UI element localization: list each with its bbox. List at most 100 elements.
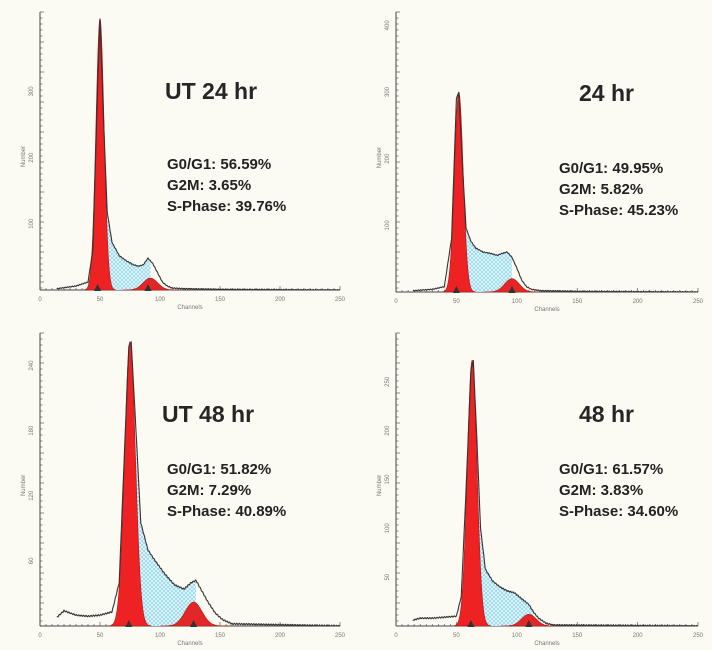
histogram-outline [412,92,699,293]
histogram-plot: 0 50 100 150 200 250 60 120 180 240 Channels Number [21,332,346,647]
x-tick-label: 100 [155,633,166,639]
g0g1-peak-area [452,359,492,627]
x-tick-label: 50 [97,633,104,639]
x-tick-label: 150 [572,633,583,639]
y-tick-label: 100 [385,220,391,231]
histogram-plot: 0 50 100 150 200 250 100 200 300 Channels Number [21,11,346,311]
cell-cycle-stats: G0/G1: 51.82% G2M: 7.29% S-Phase: 40.89% [167,459,286,522]
x-tick-label: 250 [335,297,346,303]
histogram-outline [412,360,698,627]
g0g1-peak-area [83,18,117,291]
histogram-panel-3: 0 50 100 150 200 250 60 120 180 240 Channels Number… [21,332,346,647]
cell-cycle-stats: G0/G1: 56.59% G2M: 3.65% S-Phase: 39.76% [167,154,286,217]
stat-sphase: S-Phase: 39.76% [167,198,287,215]
histogram-plot: 0 50 100 150 200 250 50 100 150 200 250 Channels Num… [377,332,704,647]
stat-g2m: G2M: 7.29% [167,482,252,499]
g2m-peak-area [160,601,228,627]
y-axis-label: Number [21,475,27,496]
x-tick-label: 150 [215,297,226,303]
peak-marker [467,620,475,627]
histogram-outline [56,340,341,627]
x-tick-label: 200 [275,297,286,303]
y-tick-label: 300 [29,86,35,97]
panel-title: UT 24 hr [165,78,258,104]
stat-g0g1: G0/G1: 61.57% [559,461,664,478]
g0g1-peak-area [441,91,477,293]
x-tick-label: 150 [215,633,226,639]
y-tick-label: 100 [385,523,391,534]
y-tick-label: 200 [385,153,391,164]
s-phase-area [463,186,512,292]
y-tick-label: 300 [385,86,391,97]
x-axis-label: Channels [534,307,559,313]
g0g1-peak-area [108,341,152,627]
histogram-panel-4: 0 50 100 150 200 250 50 100 150 200 250 Channels Num… [377,332,704,647]
g2m-peak-area [482,278,541,293]
histogram-plot: 0 50 100 150 200 250 100 200 300 400 Channels Numbe… [377,11,704,313]
y-tick-label: 150 [385,474,391,485]
x-axis-label: Channels [534,641,559,647]
y-tick-label: 250 [385,376,391,387]
peak-marker [94,284,102,291]
stat-g0g1: G0/G1: 49.95% [559,160,664,177]
x-tick-label: 100 [512,299,523,305]
stat-sphase: S-Phase: 45.23% [559,202,679,219]
histogram-panel-2: 0 50 100 150 200 250 100 200 300 400 Channels Numbe… [377,11,704,313]
x-tick-label: 0 [394,633,398,639]
cell-cycle-stats: G0/G1: 61.57% G2M: 3.83% S-Phase: 34.60% [559,459,678,522]
y-axis-label: Number [377,475,383,496]
g2m-peak-area [121,277,180,291]
s-phase-area [104,151,151,290]
panel-title: UT 48 hr [162,401,255,427]
peak-marker [190,620,198,627]
x-tick-label: 250 [335,633,346,639]
y-tick-label: 120 [29,490,35,501]
x-tick-label: 50 [453,633,460,639]
y-tick-label: 180 [29,425,35,436]
x-tick-label: 50 [453,299,460,305]
stat-g2m: G2M: 3.83% [559,482,644,499]
peak-marker [508,286,516,293]
x-tick-label: 200 [633,633,644,639]
x-tick-label: 200 [633,299,644,305]
cell-cycle-stats: G0/G1: 49.95% G2M: 5.82% S-Phase: 45.23% [559,158,678,221]
y-tick-label: 400 [385,20,391,31]
y-tick-label: 60 [29,557,35,564]
stat-g2m: G2M: 3.65% [167,177,252,194]
x-tick-label: 0 [38,633,42,639]
x-tick-label: 100 [512,633,523,639]
y-tick-label: 100 [29,218,35,229]
stat-g0g1: G0/G1: 51.82% [167,461,272,478]
y-axis-label: Number [21,146,27,167]
y-axis-label: Number [377,147,383,168]
s-phase-area [476,440,534,626]
s-phase-area [136,430,196,626]
x-tick-label: 0 [394,299,398,305]
histogram-outline [56,18,341,291]
stat-g0g1: G0/G1: 56.59% [167,156,272,173]
y-tick-label: 240 [29,360,35,371]
x-tick-label: 0 [38,297,42,303]
x-tick-label: 50 [97,297,104,303]
stat-sphase: S-Phase: 40.89% [167,503,287,520]
x-axis-label: Channels [177,641,202,647]
x-tick-label: 100 [155,297,166,303]
y-tick-label: 200 [385,425,391,436]
histogram-panel-1: 0 50 100 150 200 250 100 200 300 Channels Number UT… [21,11,346,311]
panel-title: 24 hr [579,80,634,106]
peak-marker [125,620,133,627]
peak-marker [525,620,533,627]
stat-sphase: S-Phase: 34.60% [559,503,679,520]
x-tick-label: 250 [693,299,704,305]
peak-marker [452,286,460,293]
y-tick-label: 200 [29,152,35,163]
x-tick-label: 150 [572,299,583,305]
x-tick-label: 200 [275,633,286,639]
y-tick-label: 50 [385,573,391,580]
panel-title: 48 hr [579,401,634,427]
stat-g2m: G2M: 5.82% [559,181,644,198]
x-tick-label: 250 [693,633,704,639]
x-axis-label: Channels [177,305,202,311]
peak-marker [144,284,152,291]
